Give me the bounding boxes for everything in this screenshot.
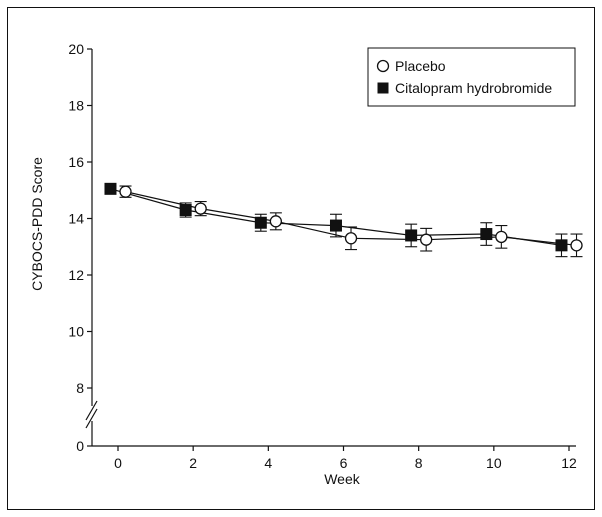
placebo-marker (420, 233, 433, 246)
y-tick-label: 14 (68, 211, 84, 227)
legend-label: Placebo (395, 58, 446, 74)
x-tick-label: 4 (264, 455, 272, 471)
x-tick-label: 2 (189, 455, 197, 471)
data-markers (104, 182, 583, 252)
line-chart: 0 8 10 12 14 16 18 20 0 2 4 6 8 10 12 Placebo Citalopra… (29, 41, 583, 487)
x-tick-label: 8 (415, 455, 423, 471)
legend: Placebo Citalopram hydrobromide (367, 47, 576, 107)
axes: 0 8 10 12 14 16 18 20 0 2 4 6 8 10 12 (68, 41, 577, 471)
placebo-marker (119, 185, 132, 198)
y-tick-label: 12 (68, 267, 84, 283)
axis-break-mark-1 (85, 400, 98, 421)
citalopram-marker (480, 228, 493, 241)
legend-citalopram-marker (377, 82, 389, 94)
y-tick-label: 18 (68, 98, 84, 114)
y-axis-label: CYBOCS-PDD Score (29, 157, 45, 291)
citalopram-marker (179, 204, 192, 217)
legend-label: Citalopram hydrobromide (395, 80, 552, 96)
y-tick-label: 20 (68, 41, 84, 57)
x-tick-label: 12 (561, 455, 577, 471)
placebo-marker (495, 230, 508, 244)
x-axis-label: Week (324, 471, 361, 487)
y-tick-label: 0 (76, 438, 84, 454)
x-tick-label: 6 (340, 455, 348, 471)
placebo-marker (344, 232, 358, 245)
placebo-marker (269, 215, 283, 228)
legend-box (367, 47, 576, 107)
citalopram-marker (329, 219, 342, 232)
axis-break-mark-2 (85, 408, 98, 429)
citalopram-marker (405, 229, 418, 242)
placebo-marker (194, 202, 207, 215)
citalopram-marker (254, 216, 267, 229)
x-tick-label: 0 (114, 455, 122, 471)
y-tick-label: 8 (76, 380, 84, 396)
error-bars (104, 185, 583, 258)
y-tick-label: 10 (68, 324, 84, 340)
citalopram-marker (555, 239, 568, 252)
placebo-marker (570, 239, 583, 252)
citalopram-marker (104, 182, 117, 195)
x-tick-label: 10 (486, 455, 502, 471)
y-tick-label: 16 (68, 154, 84, 170)
legend-placebo-marker (376, 59, 390, 73)
figure-frame: 0 8 10 12 14 16 18 20 0 2 4 6 8 10 12 Placebo Citalopra… (7, 7, 595, 510)
